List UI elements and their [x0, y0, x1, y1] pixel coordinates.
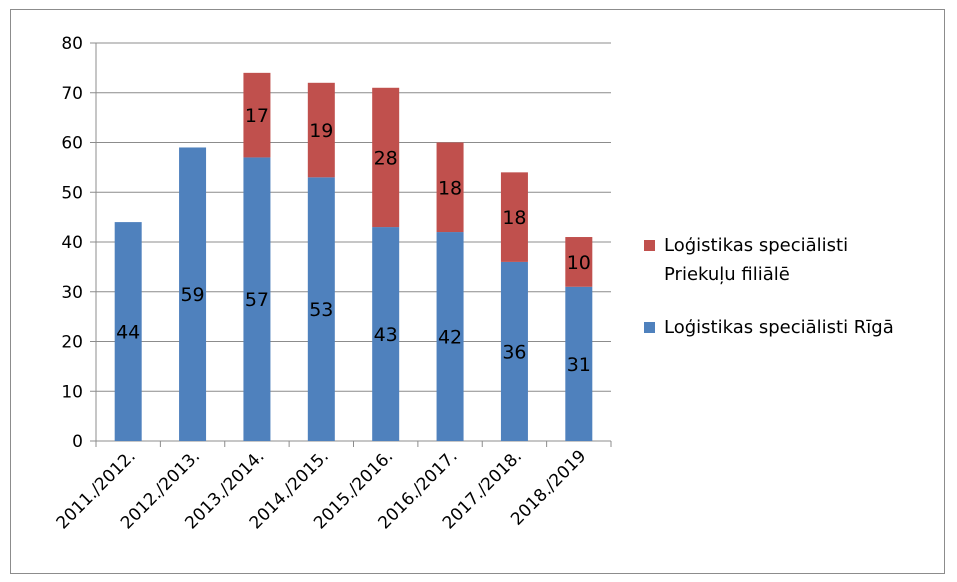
bar-riga [243, 157, 271, 442]
data-label-priekuli: 28 [374, 147, 398, 169]
data-label-priekuli: 17 [245, 105, 269, 127]
legend-label: Priekuļu filiālē [664, 264, 790, 285]
data-label-riga: 36 [502, 341, 526, 363]
y-tick-label: 20 [61, 333, 83, 353]
bar-priekuli [372, 87, 400, 228]
y-tick-label: 40 [61, 233, 83, 253]
data-label-riga: 59 [180, 284, 204, 306]
y-tick-label: 0 [72, 432, 83, 452]
data-label-riga: 44 [116, 322, 140, 344]
data-label-riga: 31 [567, 354, 591, 376]
legend-label: Loģistikas speciālisti [664, 235, 848, 256]
data-label-priekuli: 19 [309, 120, 333, 142]
legend-swatch [644, 240, 655, 251]
bar-priekuli [243, 72, 271, 158]
data-label-riga: 53 [309, 299, 333, 321]
data-label-riga: 42 [438, 327, 462, 349]
bar-riga [307, 177, 335, 441]
bar-riga [114, 222, 142, 441]
data-label-priekuli: 18 [438, 177, 462, 199]
y-tick-label: 30 [61, 283, 83, 303]
stacked-bar-chart: 01020304050607080442011./2012.592012./20… [53, 34, 894, 533]
y-tick-label: 70 [61, 84, 83, 104]
bar-riga [179, 147, 207, 441]
data-label-priekuli: 10 [567, 252, 591, 274]
bar-priekuli [307, 82, 335, 178]
data-label-riga: 57 [245, 289, 269, 311]
y-tick-label: 10 [61, 382, 83, 402]
bar-priekuli [436, 142, 464, 233]
data-label-priekuli: 18 [502, 207, 526, 229]
legend-label: Loģistikas speciālisti Rīgā [664, 317, 894, 338]
y-tick-label: 80 [61, 34, 83, 54]
bar-riga [500, 261, 528, 441]
bar-priekuli [500, 172, 528, 262]
y-tick-label: 50 [61, 183, 83, 203]
data-label-riga: 43 [374, 324, 398, 346]
bar-riga [436, 232, 464, 441]
bar-riga [372, 227, 400, 441]
chart-frame: 0 10 20 30 40 50 60 70 80 44 2011./2012. 59 2012./20… [10, 9, 945, 574]
bar-priekuli [565, 237, 593, 287]
bar-riga [565, 286, 593, 441]
y-tick-label: 60 [61, 134, 83, 154]
legend-swatch [644, 322, 655, 333]
